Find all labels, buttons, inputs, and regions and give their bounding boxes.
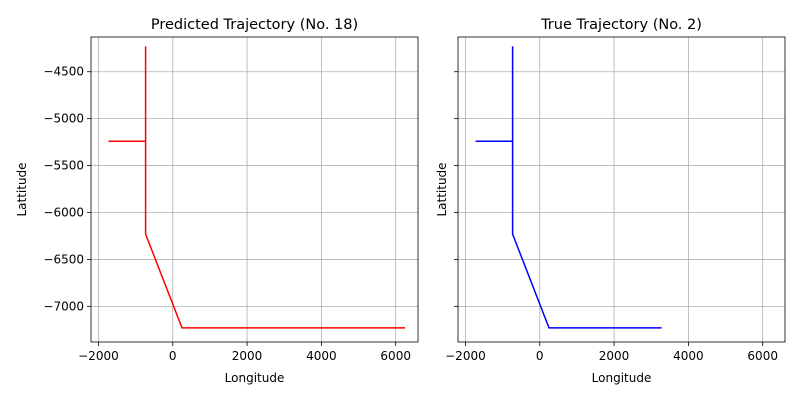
- predicted-trajectory-panel: Predicted Trajectory (No. 18) Longitude …: [15, 17, 419, 385]
- x-tick-label: −2000: [78, 349, 119, 363]
- x-axis-label: Longitude: [225, 371, 285, 385]
- y-axis-label: Lattitude: [435, 162, 449, 216]
- x-tick-label: −2000: [445, 349, 486, 363]
- true-trajectory-panel: True Trajectory (No. 2) Longitude Lattit…: [435, 17, 786, 385]
- x-tick-label: 2000: [232, 349, 263, 363]
- trajectory-line: [108, 46, 405, 329]
- y-tick-label: −5500: [43, 159, 84, 173]
- y-tick-label: −5000: [43, 112, 84, 126]
- y-tick-label: −6500: [43, 252, 84, 266]
- y-tick-label: −4500: [43, 65, 84, 79]
- x-tick-label: 6000: [380, 349, 411, 363]
- y-tick-label: −6000: [43, 205, 84, 219]
- y-axis-label: Lattitude: [15, 162, 29, 216]
- x-tick-label: 6000: [747, 349, 778, 363]
- x-tick-label: 4000: [673, 349, 704, 363]
- trajectory-line: [475, 46, 662, 329]
- chart-title: True Trajectory (No. 2): [540, 17, 702, 33]
- x-tick-label: 4000: [306, 349, 337, 363]
- y-tick-label: −7000: [43, 299, 84, 313]
- x-tick-label: 0: [536, 349, 544, 363]
- x-tick-label: 2000: [599, 349, 630, 363]
- axes-frame: [457, 36, 786, 343]
- axes-frame: [90, 36, 419, 343]
- x-axis-label: Longitude: [592, 371, 652, 385]
- x-tick-label: 0: [169, 349, 177, 363]
- chart-title: Predicted Trajectory (No. 18): [151, 17, 358, 33]
